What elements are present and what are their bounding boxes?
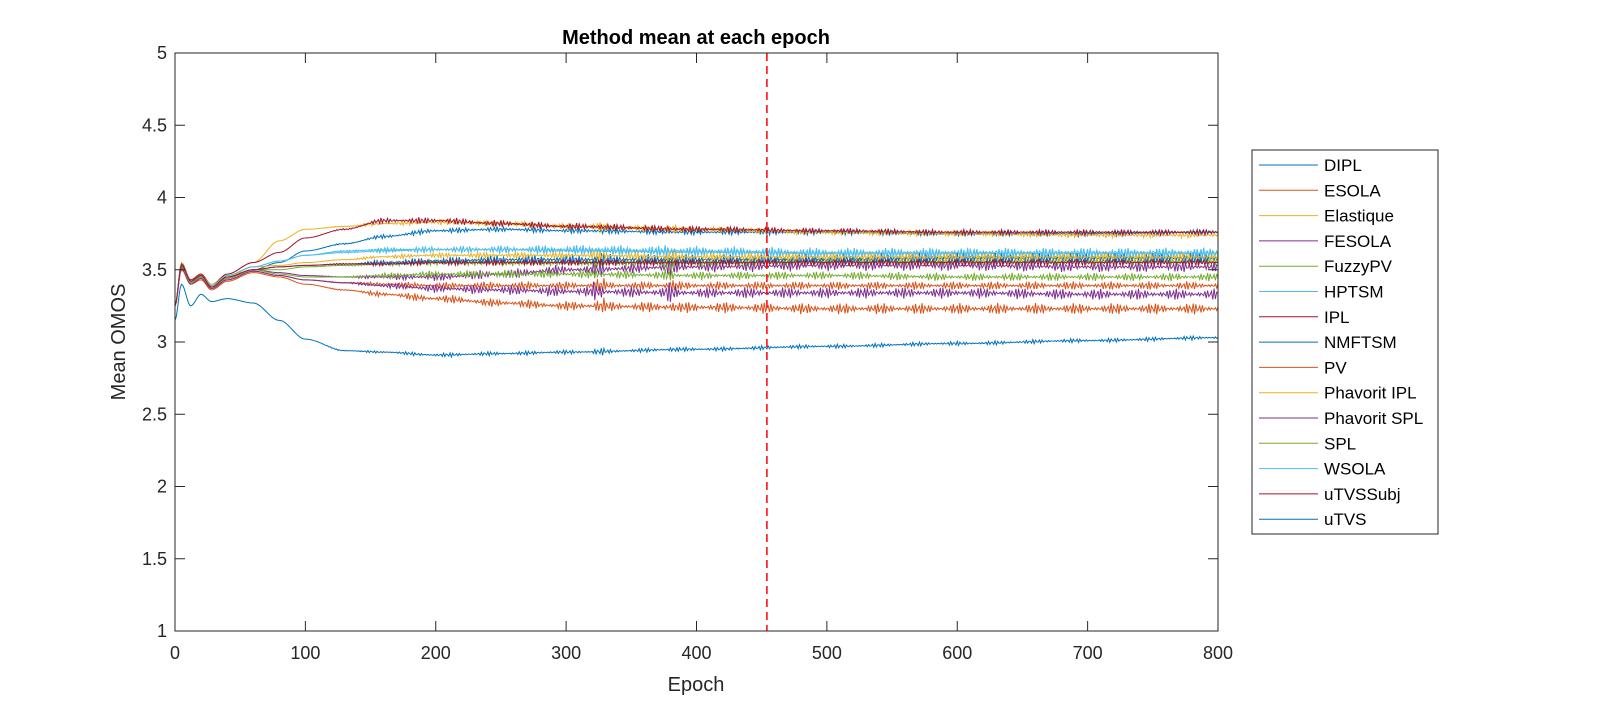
y-tick-label: 2 [157, 477, 167, 497]
series-line-wsola [174, 244, 1219, 307]
legend-label: uTVSSubj [1324, 485, 1401, 504]
x-tick-label: 400 [681, 643, 711, 663]
y-tick-label: 4.5 [142, 115, 167, 135]
y-tick-label: 4 [157, 188, 167, 208]
x-tick-label: 700 [1073, 643, 1103, 663]
y-tick-label: 2.5 [142, 404, 167, 424]
x-tick-label: 600 [942, 643, 972, 663]
legend-label: PV [1324, 358, 1347, 377]
series-layer [174, 216, 1219, 359]
series-line-utvs [174, 283, 1219, 359]
series-line-spl [174, 266, 1219, 307]
x-axis-ticks: 0 100 200 300 400 500 600 700 800 [170, 53, 1233, 663]
legend-label: uTVS [1324, 510, 1367, 529]
legend-label: ESOLA [1324, 181, 1381, 200]
legend-label: Phavorit IPL [1324, 384, 1417, 403]
x-axis-label: Epoch [668, 674, 725, 696]
y-tick-label: 3.5 [142, 260, 167, 280]
legend-label: NMFTSM [1324, 333, 1397, 352]
series-line-esola [174, 268, 1219, 315]
y-tick-label: 1.5 [142, 549, 167, 569]
x-tick-label: 500 [812, 643, 842, 663]
series-line-utvssubj [174, 257, 1219, 307]
series-line-ipl [174, 216, 1219, 307]
legend-label: FuzzyPV [1324, 257, 1393, 276]
y-axis-ticks: 1 1.5 2 2.5 3 3.5 4 4.5 5 [142, 43, 1218, 641]
legend-label: DIPL [1324, 156, 1362, 175]
y-axis-label: Mean OMOS [108, 284, 130, 401]
legend-label: Phavorit SPL [1324, 409, 1423, 428]
legend-label: HPTSM [1324, 283, 1384, 302]
legend-label: Elastique [1324, 207, 1394, 226]
y-tick-label: 3 [157, 332, 167, 352]
y-tick-label: 5 [157, 43, 167, 63]
series-line-phavorit-spl [174, 267, 1219, 307]
legend-items: DIPL ESOLA Elastique FESOLA FuzzyPV HPTSM IPL N… [1259, 156, 1423, 529]
legend: DIPL ESOLA Elastique FESOLA FuzzyPV HPTSM IPL N… [1251, 149, 1439, 535]
x-tick-label: 300 [551, 643, 581, 663]
x-tick-label: 800 [1203, 643, 1233, 663]
chart-title: Method mean at each epoch [562, 27, 830, 49]
plot-area [175, 53, 1218, 631]
legend-label: IPL [1324, 308, 1350, 327]
x-tick-label: 0 [170, 643, 180, 663]
legend-label: SPL [1324, 434, 1356, 453]
legend-label: FESOLA [1324, 232, 1392, 251]
x-tick-label: 200 [421, 643, 451, 663]
x-tick-label: 100 [290, 643, 320, 663]
legend-label: WSOLA [1324, 460, 1386, 479]
y-tick-label: 1 [157, 621, 167, 641]
